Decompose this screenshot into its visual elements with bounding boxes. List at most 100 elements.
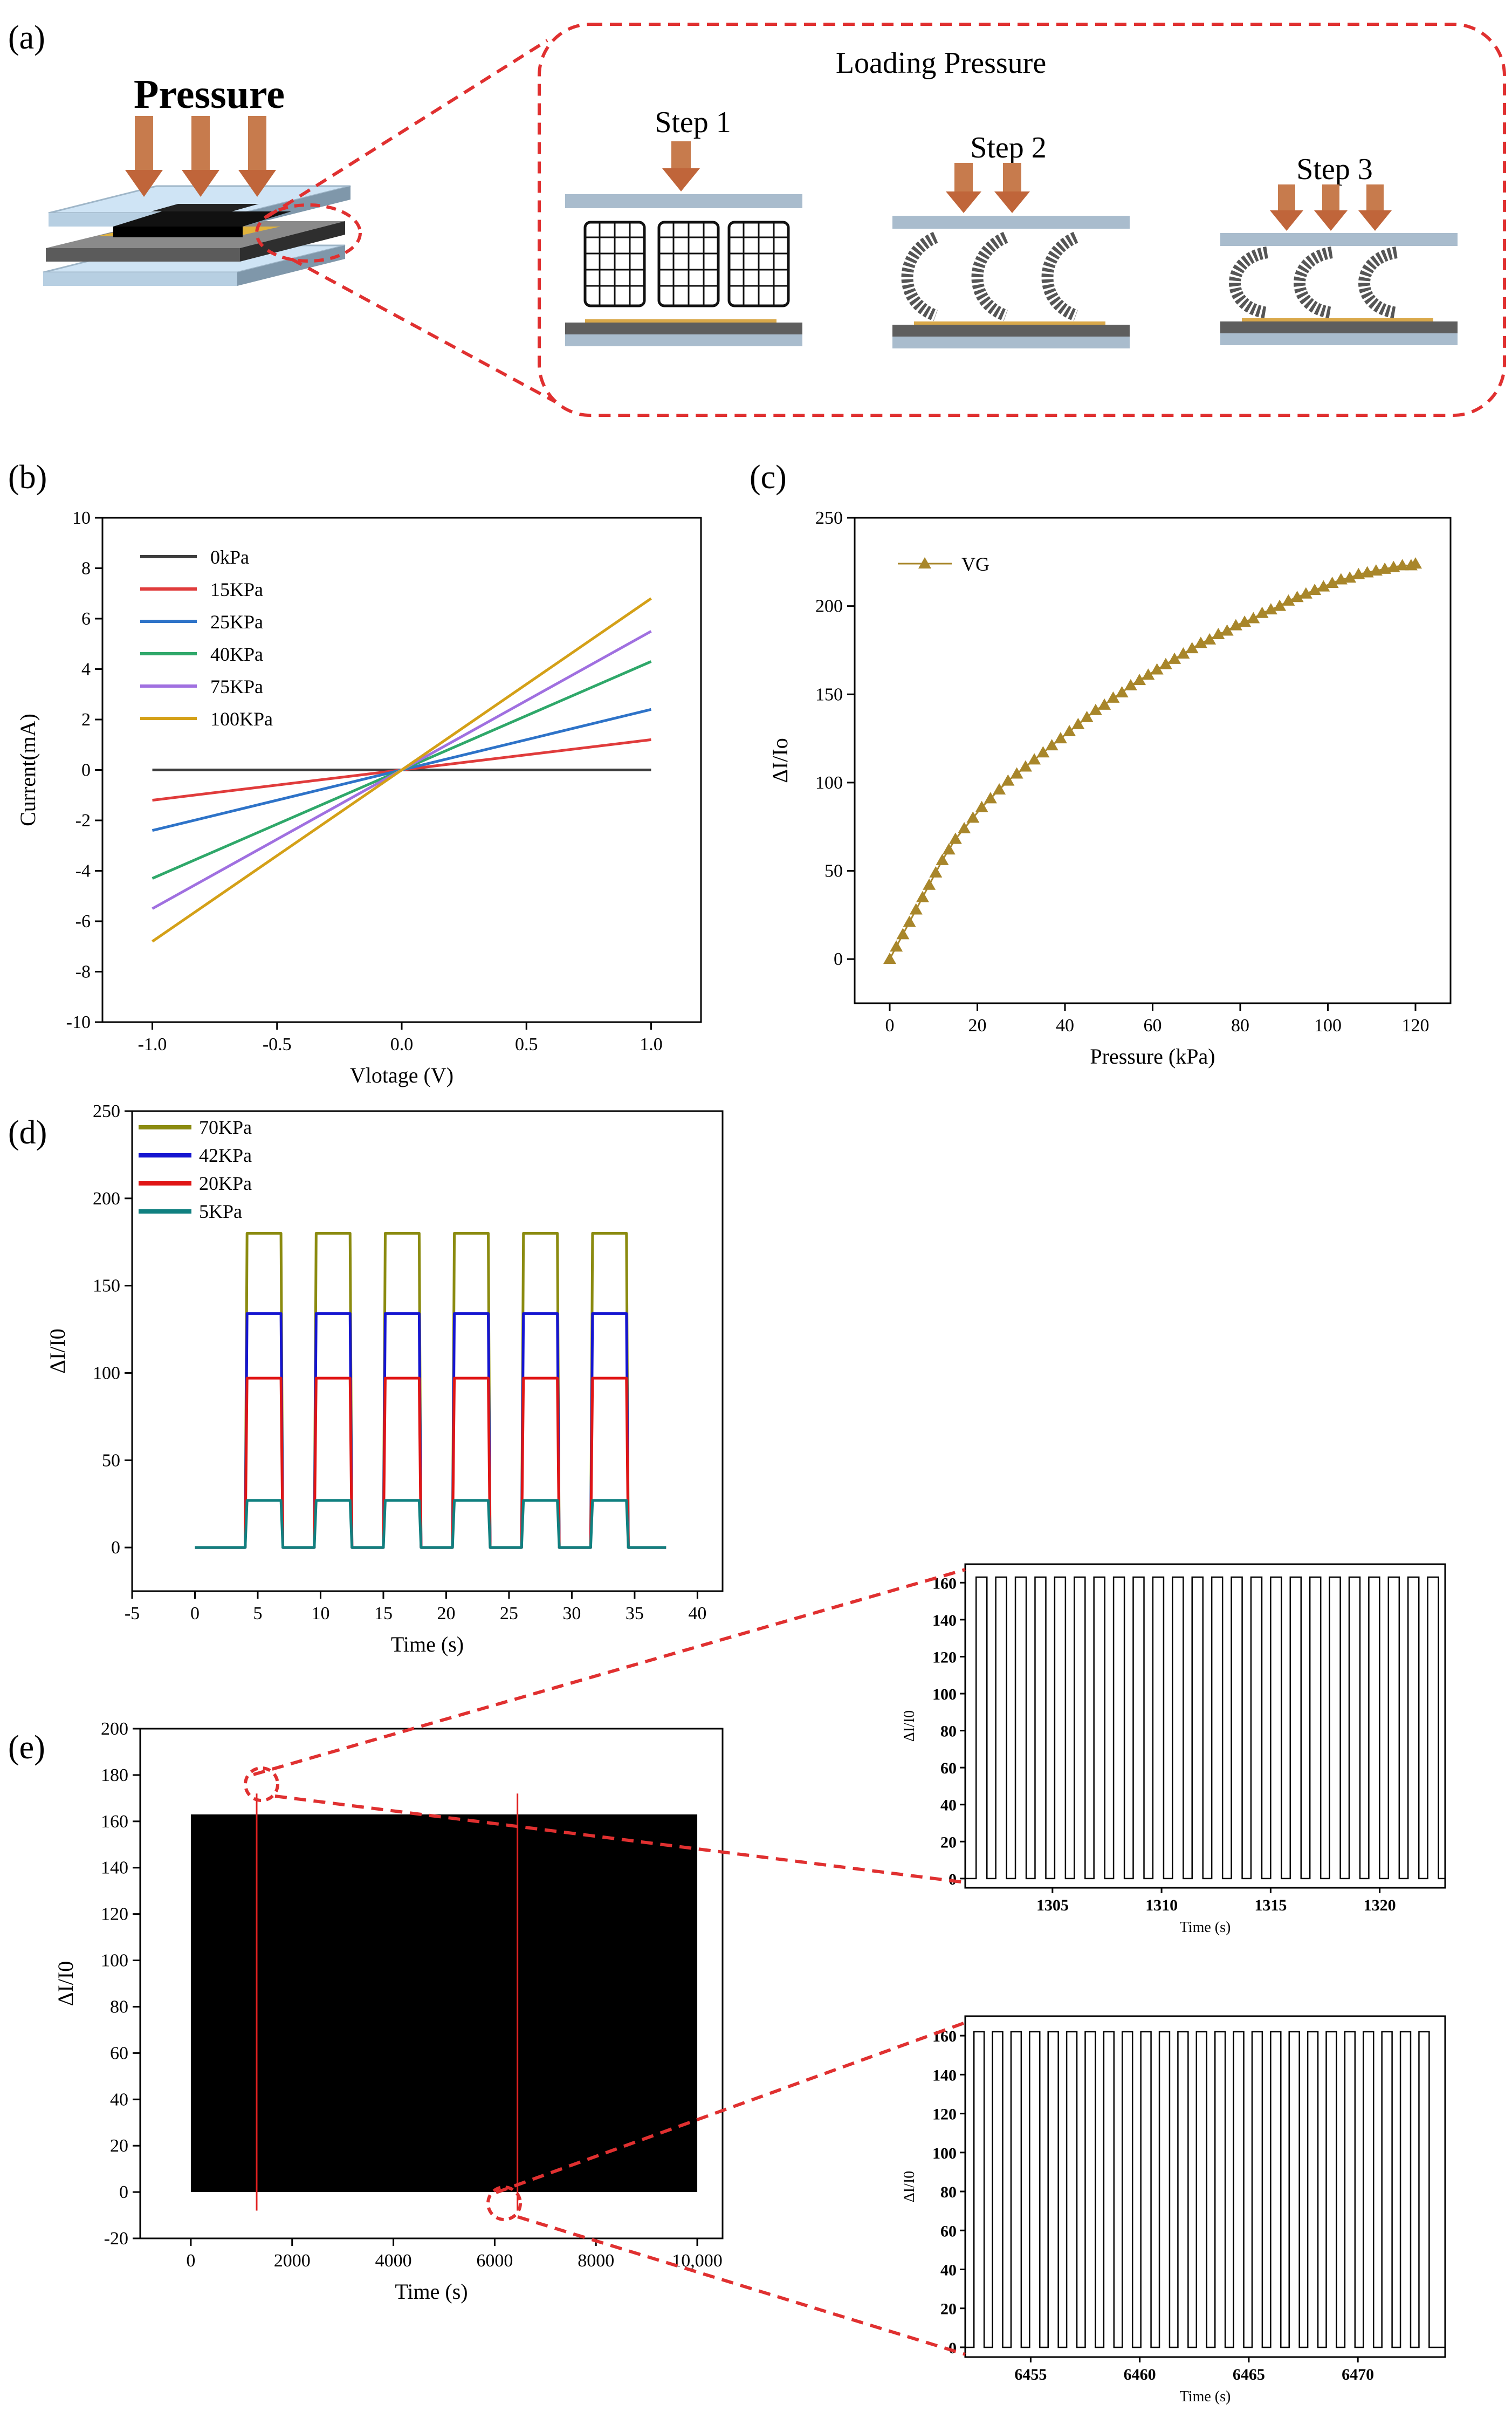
y-tick-label: 120 (932, 1648, 957, 1666)
legend-label: VG (961, 553, 989, 575)
y-tick-label: 100 (101, 1951, 128, 1971)
y-tick-label: 50 (824, 861, 843, 881)
x-tick-label: 0 (885, 1016, 895, 1036)
x-tick-label: 2000 (274, 2251, 311, 2271)
series-line (195, 1312, 666, 1549)
x-tick-label: 0.5 (515, 1035, 538, 1054)
y-tick-label: 10 (72, 508, 91, 528)
data-point (949, 832, 962, 844)
data-point (883, 953, 896, 964)
x-tick-label: 40 (1056, 1016, 1074, 1036)
data-point (1308, 584, 1322, 595)
data-point (1396, 559, 1409, 571)
data-point (958, 822, 971, 833)
data-point (1133, 674, 1146, 686)
data-point (1409, 557, 1422, 569)
data-point (1080, 710, 1094, 722)
y-tick-label: 6 (81, 609, 91, 629)
data-point (1098, 698, 1111, 710)
data-point (975, 800, 988, 812)
loading-pressure-title: Loading Pressure (836, 46, 1046, 80)
x-tick-label: 1315 (1254, 1896, 1287, 1914)
legend-label: 70KPa (199, 1116, 252, 1138)
x-tick-label: 20 (968, 1016, 987, 1036)
data-point (1001, 774, 1015, 786)
y-tick-label: 0 (111, 1538, 120, 1558)
legend-label: 42KPa (199, 1145, 252, 1166)
data-point (1229, 619, 1242, 631)
zoom-ellipse (255, 203, 362, 263)
x-tick-label: -1.0 (138, 1035, 167, 1054)
data-point (1106, 691, 1120, 703)
y-tick-label: -8 (75, 962, 91, 982)
zoom-ellipse (486, 2186, 522, 2221)
y-tick-label: -2 (75, 811, 91, 831)
data-point (1150, 663, 1164, 675)
data-point (1177, 647, 1190, 659)
x-tick-label: 35 (626, 1604, 644, 1624)
y-tick-label: 200 (101, 1719, 128, 1739)
step-3-label: Step 3 (1296, 153, 1373, 186)
y-tick-label: 160 (101, 1812, 128, 1832)
data-point (936, 853, 949, 865)
chart-e-cycling-stability: 0 2000 4000 6000 8000 10,000 -20 0 20 40 60 80 100 12… (53, 1719, 724, 2304)
x-tick-label: 10,000 (672, 2251, 723, 2271)
data-point (1010, 767, 1023, 779)
chart-e-zoom-late: 6455 6460 6465 6470020406080100120140160Tim… (901, 2015, 1446, 2405)
honeycomb-pattern (585, 222, 788, 306)
y-tick-label: 80 (110, 1997, 128, 2017)
step-1-illustration: Step 1 (565, 106, 802, 346)
x-tick-label: 4000 (375, 2251, 412, 2271)
legend-label: 100KPa (210, 708, 273, 730)
x-axis-label: Time (s) (395, 2279, 468, 2304)
legend-label: 5KPa (199, 1201, 242, 1222)
data-point (1071, 717, 1085, 729)
y-tick-label: -4 (75, 861, 91, 881)
y-tick-label: 80 (940, 2183, 957, 2201)
x-axis-label: Time (s) (391, 1632, 464, 1656)
pressure-arrow (125, 116, 163, 197)
y-tick-label: 150 (815, 684, 843, 704)
y-tick-label: 40 (940, 2261, 957, 2279)
x-tick-label: -5 (125, 1604, 140, 1624)
y-tick-label: 140 (932, 2066, 957, 2084)
chart-c-response-vs-pressure: 0 20 40 60 80 100 120 0 50 100 150 200 250 Pressure (… (768, 508, 1452, 1068)
zoom-connector (495, 2021, 966, 2194)
y-tick-label: 0 (81, 761, 91, 780)
y-tick-label: 20 (940, 1833, 957, 1851)
data-point (1124, 679, 1137, 690)
zoom-connector (517, 2215, 966, 2356)
legend-label: 40KPa (210, 643, 263, 665)
legend-label: 25KPa (210, 611, 263, 633)
data-point (1317, 580, 1330, 592)
series-line (195, 1499, 666, 1549)
data-point (993, 783, 1006, 794)
x-tick-label: 20 (437, 1604, 455, 1624)
y-tick-label: 0 (119, 2182, 128, 2202)
data-point (1089, 703, 1102, 715)
y-tick-label: 0 (834, 949, 843, 969)
pressure-label: Pressure (134, 72, 285, 117)
y-tick-label: 8 (81, 559, 91, 579)
y-tick-label: 200 (93, 1189, 120, 1209)
y-tick-label: 50 (102, 1450, 120, 1470)
data-point (1343, 571, 1357, 583)
legend-label: 15KPa (210, 579, 263, 600)
panel-e-zoom-indicators (244, 1568, 966, 2356)
y-tick-label: 2 (81, 710, 91, 730)
data-point (896, 928, 910, 940)
data-point (1273, 599, 1287, 611)
x-tick-label: 5 (253, 1604, 262, 1624)
data-point (1054, 732, 1067, 744)
y-tick-label: 20 (110, 2136, 128, 2156)
pressure-arrow (238, 116, 276, 197)
panel-c-label: (c) (750, 459, 787, 496)
step-3-illustration: Step 3 (1220, 153, 1458, 345)
zoom-connector (253, 1568, 966, 1776)
data-point (966, 811, 980, 823)
y-axis-label: ΔI/I0 (901, 1710, 918, 1742)
data-point (1045, 739, 1059, 751)
chart-b-iv-curves: -1.0 -0.5 0.0 0.5 1.0 -10 -8 -6 -4 -2 0 2 4 6 8 10 Vlota… (16, 508, 702, 1087)
pulse-trace (965, 2031, 1445, 2348)
legend-label: 20KPa (199, 1173, 252, 1194)
